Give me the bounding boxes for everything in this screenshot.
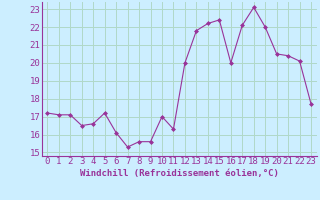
- X-axis label: Windchill (Refroidissement éolien,°C): Windchill (Refroidissement éolien,°C): [80, 169, 279, 178]
